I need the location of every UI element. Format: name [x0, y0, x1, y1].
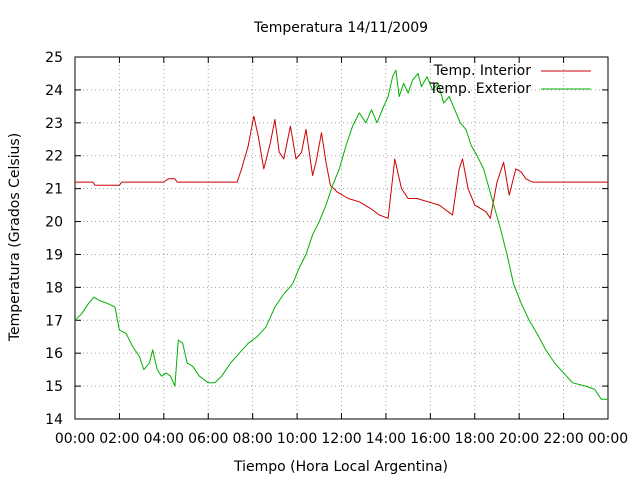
- x-tick-label: 16:00: [410, 431, 450, 447]
- y-tick-label: 18: [45, 280, 63, 296]
- x-tick-label: 14:00: [366, 431, 406, 447]
- y-tick-label: 14: [45, 412, 63, 428]
- x-tick-label: 10:00: [277, 431, 317, 447]
- y-tick-label: 16: [45, 346, 63, 362]
- x-tick-label: 12:00: [321, 431, 361, 447]
- y-tick-label: 23: [45, 116, 63, 132]
- y-tick-label: 24: [45, 83, 63, 99]
- chart-title: Temperatura 14/11/2009: [253, 20, 428, 36]
- x-axis-ticks: 00:00 02:00 04:00 06:00 08:00 10:00 12:00 14:00…: [55, 57, 628, 447]
- x-tick-label: 20:00: [499, 431, 539, 447]
- x-tick-label: 04:00: [144, 431, 184, 447]
- x-tick-label: 18:00: [455, 431, 495, 447]
- legend-label-exterior: Temp. Exterior: [429, 81, 532, 97]
- legend: Temp. Interior Temp. Exterior: [429, 63, 591, 97]
- y-tick-label: 22: [45, 149, 63, 165]
- y-tick-label: 20: [45, 215, 63, 231]
- legend-label-interior: Temp. Interior: [433, 63, 532, 79]
- grid-lines: [75, 57, 608, 419]
- series-line-interior: [75, 115, 608, 219]
- x-tick-label: 08:00: [232, 431, 272, 447]
- y-tick-label: 25: [45, 50, 63, 66]
- x-tick-label: 06:00: [188, 431, 228, 447]
- x-tick-label: 00:00: [588, 431, 628, 447]
- y-axis-label: Temperatura (Grados Celsius): [7, 133, 23, 342]
- y-axis-ticks: 14 15 16 17 18 19 20 21 22 23 24 25: [45, 50, 608, 428]
- x-tick-label: 00:00: [55, 431, 95, 447]
- series-line-exterior: [74, 69, 608, 400]
- y-tick-label: 15: [45, 379, 63, 395]
- x-tick-label: 22:00: [543, 431, 583, 447]
- series-lines: [74, 69, 608, 400]
- x-tick-label: 02:00: [99, 431, 139, 447]
- y-tick-label: 17: [45, 313, 63, 329]
- y-tick-label: 21: [45, 182, 63, 198]
- y-tick-label: 19: [45, 247, 63, 263]
- x-axis-label: Tiempo (Hora Local Argentina): [233, 459, 448, 475]
